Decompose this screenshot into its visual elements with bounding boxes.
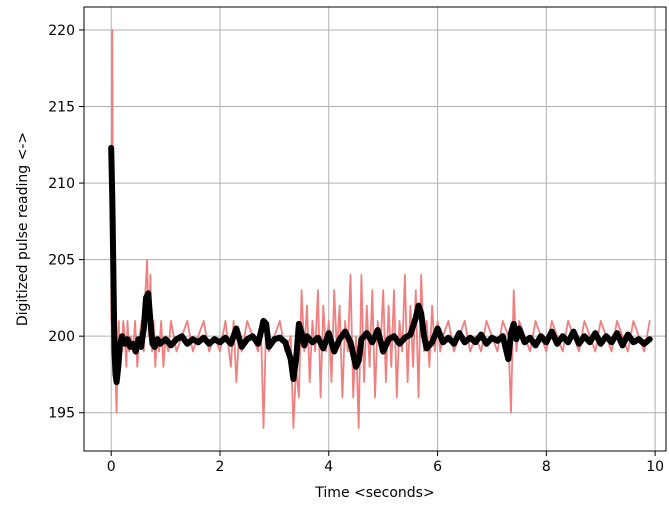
x-tick-label: 4 bbox=[324, 459, 333, 475]
y-tick-label: 200 bbox=[48, 329, 75, 345]
x-tick-label: 6 bbox=[433, 459, 442, 475]
y-tick-label: 205 bbox=[48, 253, 75, 269]
raw-pulse-line bbox=[110, 29, 651, 429]
x-tick-label: 10 bbox=[646, 459, 664, 475]
x-axis-label: Time <seconds> bbox=[314, 485, 434, 501]
x-tick-label: 8 bbox=[542, 459, 551, 475]
y-axis-label: Digitized pulse reading <-> bbox=[15, 132, 31, 326]
y-tick-label: 195 bbox=[48, 406, 75, 422]
x-tick-label: 2 bbox=[216, 459, 225, 475]
plot-frame bbox=[83, 6, 667, 452]
x-tick-label: 0 bbox=[107, 459, 116, 475]
ticks: 0 2 4 6 8 10 195 200 205 210 215 220 bbox=[48, 23, 664, 475]
grid bbox=[84, 7, 666, 451]
y-tick-label: 220 bbox=[48, 23, 75, 39]
y-tick-label: 215 bbox=[48, 100, 75, 116]
y-tick-label: 210 bbox=[48, 176, 75, 192]
series-layer bbox=[108, 29, 653, 429]
smoothed-pulse-line bbox=[108, 144, 653, 386]
